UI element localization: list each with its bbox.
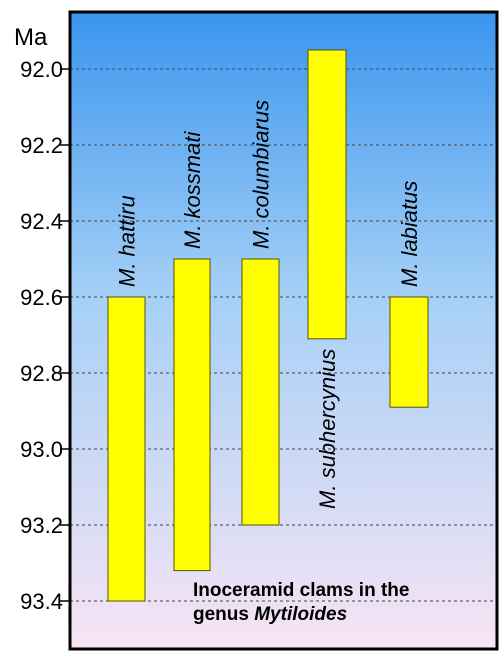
species-label: M. labiatus: [397, 181, 422, 287]
range-bars: [107, 49, 429, 602]
species-labels: M. hattiru M. kossmati M. columbiarus M. su…: [115, 100, 423, 509]
y-tick-label: 92.2: [20, 133, 63, 158]
y-tick-label: 93.0: [20, 437, 63, 462]
plot-frame: [68, 10, 499, 651]
y-tick-label: 93.2: [20, 513, 63, 538]
y-axis-unit-label: Ma: [14, 24, 48, 51]
range-bar: [389, 296, 429, 408]
species-label: M. subhercynius: [315, 349, 340, 509]
species-label: M. hattiru: [115, 195, 140, 287]
range-bar: [173, 258, 211, 572]
caption-genus: Mytiloides: [254, 604, 347, 625]
y-tick-label: 92.6: [20, 285, 63, 310]
caption-line-1: Inoceramid clams in the: [193, 580, 409, 601]
range-bar: [307, 49, 347, 340]
range-bar: [107, 296, 146, 602]
y-tick-label: 93.4: [20, 589, 63, 614]
caption-prefix: genus: [193, 604, 254, 625]
caption-line-2: genus Mytiloides: [193, 604, 347, 625]
y-tick-label: 92.4: [20, 209, 63, 234]
y-tick-labels: 92.0 92.2 92.4 92.6 92.8 93.0 93.2 93.4: [20, 57, 63, 614]
range-bar: [241, 258, 280, 526]
species-label: M. columbiarus: [249, 100, 274, 249]
y-tick-label: 92.8: [20, 361, 63, 386]
y-tick-label: 92.0: [20, 57, 63, 82]
species-label: M. kossmati: [180, 131, 205, 249]
